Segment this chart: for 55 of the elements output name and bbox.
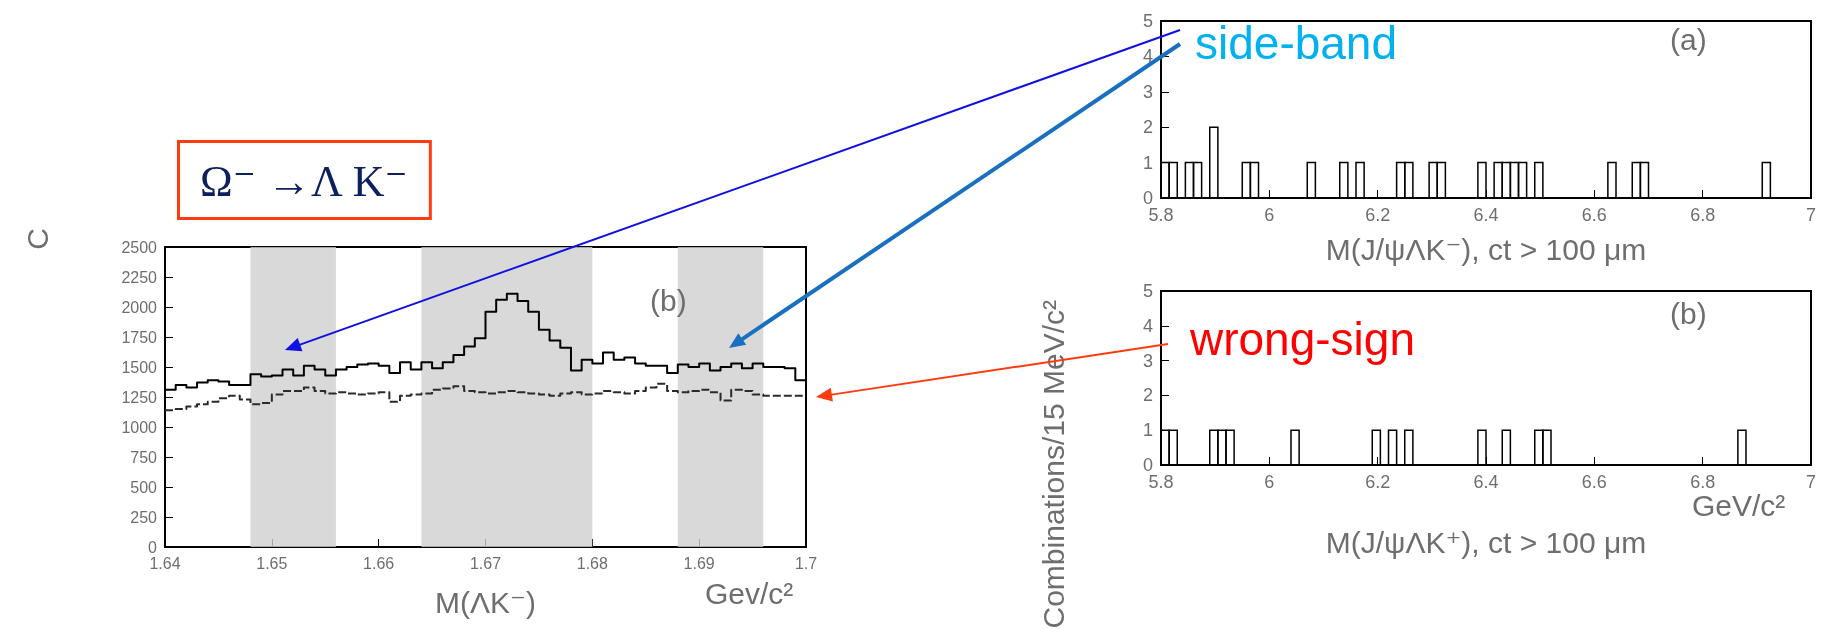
- x-tick-label: 6: [1264, 472, 1275, 492]
- y-tick-label: 5: [1142, 11, 1153, 31]
- annotation: (a): [1670, 22, 1707, 56]
- y-tick-label: 3: [1142, 350, 1153, 371]
- annotation: (b): [650, 283, 687, 317]
- x-tick-label: 6.6: [1581, 472, 1607, 492]
- y-tick-label: 1: [1142, 152, 1153, 173]
- y-tick-label: 0: [1142, 188, 1153, 208]
- x-tick-label: 1.7: [794, 554, 818, 572]
- y-tick-label: 2: [1142, 117, 1153, 138]
- y-tick-label: 750: [130, 448, 158, 466]
- x-tick-label: 6.2: [1365, 472, 1391, 492]
- text: Gev/c²: [705, 576, 794, 610]
- y-tick-label: 1750: [121, 328, 158, 346]
- x-tick-label: 7: [1805, 205, 1817, 225]
- x-axis-title: M(J/ψΛK⁺), ct > 100 μm: [1325, 525, 1647, 559]
- annotation: side-band: [1195, 17, 1398, 69]
- y-tick-label: 2250: [121, 268, 158, 286]
- x-tick-label: 6: [1264, 205, 1275, 225]
- x-tick-label: 6.4: [1473, 205, 1499, 225]
- annotation: (b): [1670, 296, 1707, 330]
- annotation: wrong-sign: [1189, 313, 1415, 365]
- x-tick-label: 1.67: [469, 554, 502, 572]
- x-tick-label: 5.8: [1148, 205, 1174, 225]
- x-tick-label: 1.69: [683, 554, 715, 572]
- y-tick-label: 1500: [121, 358, 158, 376]
- y-tick-label: 1: [1142, 420, 1153, 441]
- y-tick-label: 0: [1142, 455, 1153, 475]
- y-tick-label: 250: [130, 508, 158, 526]
- x-tick-label: 6.6: [1581, 205, 1607, 225]
- y-tick-label: 2500: [121, 238, 158, 256]
- y-tick-label: 3: [1142, 81, 1153, 102]
- x-tick-label: 6.4: [1473, 472, 1499, 492]
- x-tick-label: 1.65: [256, 554, 288, 572]
- x-tick-label: 7: [1805, 472, 1817, 492]
- x-axis-title: M(ΛK⁻): [435, 585, 536, 619]
- y-tick-label: 5: [1142, 281, 1153, 301]
- text: Ω⁻ →Λ K⁻: [200, 156, 408, 206]
- y-tick-label: 4: [1142, 46, 1153, 67]
- y-tick-label: 2: [1142, 385, 1153, 406]
- y-tick-label: 0: [148, 538, 158, 556]
- x-tick-label: 1.64: [149, 554, 181, 572]
- y-tick-label: 500: [130, 478, 158, 496]
- x-tick-label: 1.66: [363, 554, 395, 572]
- x-tick-label: 6.8: [1690, 205, 1716, 225]
- y-tick-label: 1000: [121, 418, 158, 436]
- y-tick-label: 4: [1142, 315, 1153, 336]
- y-tick-label: 2000: [121, 298, 158, 316]
- y-axis-title: C: [20, 227, 54, 250]
- x-tick-label: 1.68: [576, 554, 609, 572]
- y-tick-label: 1250: [121, 388, 158, 406]
- x-axis-title: M(J/ψΛK⁻), ct > 100 μm: [1325, 232, 1647, 266]
- x-tick-label: 5.8: [1148, 472, 1174, 492]
- x-tick-label: 6.2: [1365, 205, 1391, 225]
- y-axis-title: Combinations/15 MeV/c²: [1036, 299, 1070, 629]
